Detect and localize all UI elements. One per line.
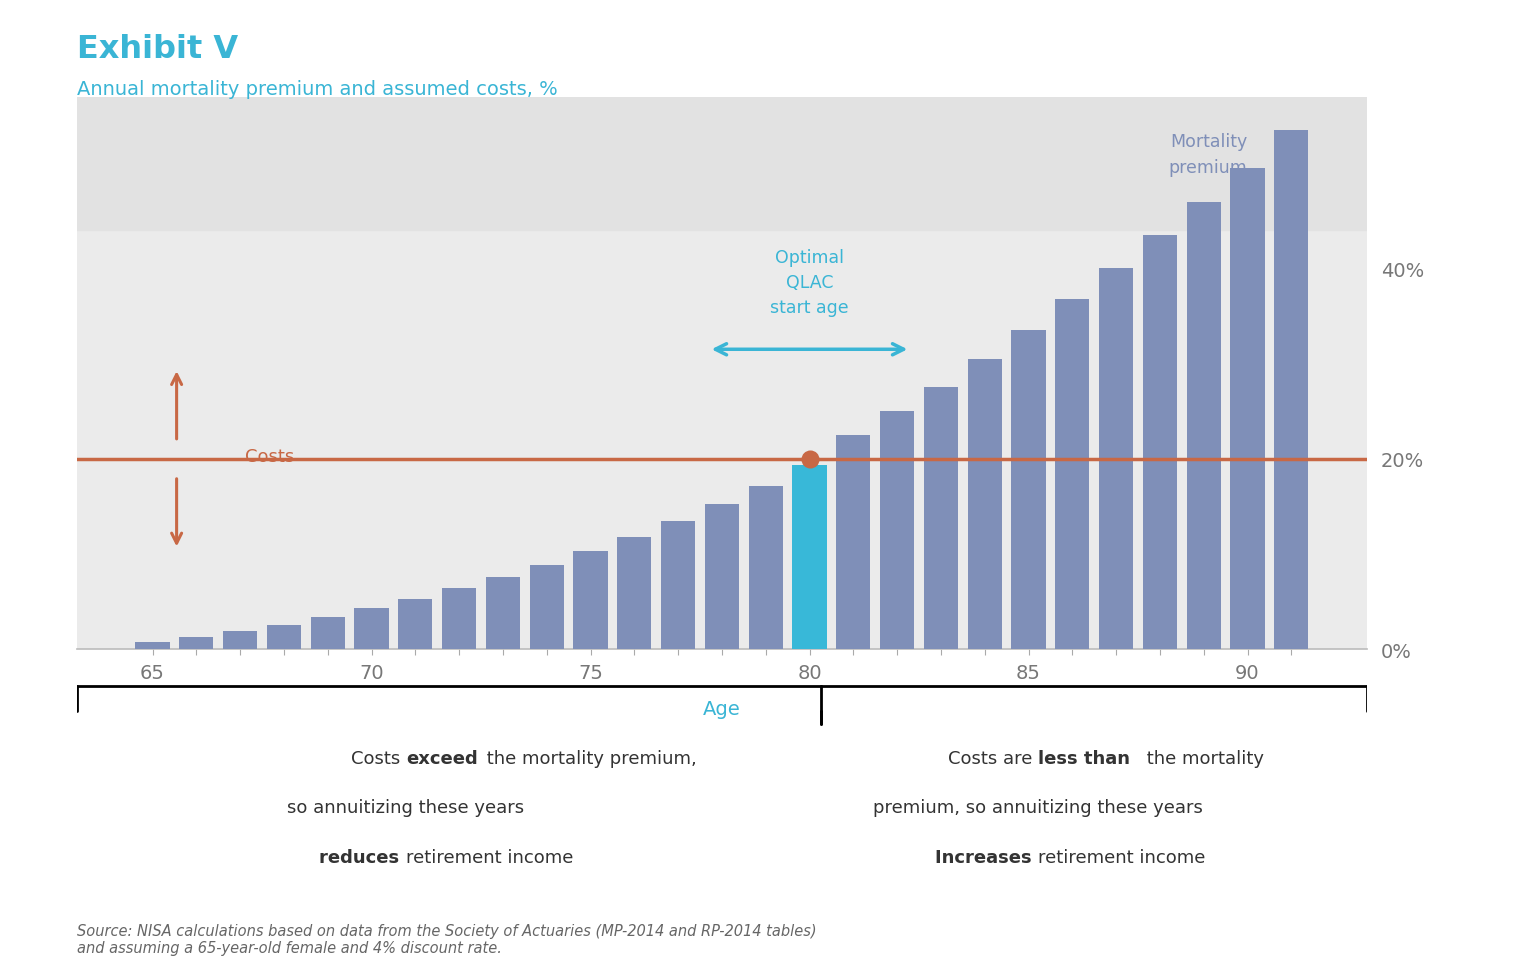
Bar <box>1230 169 1264 650</box>
Text: Age: Age <box>703 700 740 718</box>
Text: the mortality: the mortality <box>1141 748 1264 767</box>
Text: Annual mortality premium and assumed costs, %: Annual mortality premium and assumed cos… <box>77 80 558 99</box>
Bar <box>1100 269 1134 650</box>
Bar <box>573 552 608 650</box>
Bar <box>617 537 651 650</box>
Bar <box>223 631 257 650</box>
Bar <box>1143 235 1177 650</box>
Text: premium, so annuitizing these years: premium, so annuitizing these years <box>872 798 1203 817</box>
Text: Mortality
premium: Mortality premium <box>1169 133 1247 177</box>
Bar <box>398 599 433 650</box>
Text: Costs are: Costs are <box>948 748 1038 767</box>
Bar <box>923 388 958 650</box>
Text: Source: NISA calculations based on data from the Society of Actuaries (MP-2014 a: Source: NISA calculations based on data … <box>77 923 817 956</box>
Bar <box>660 521 696 650</box>
Bar <box>1275 131 1309 650</box>
Bar <box>1055 300 1089 650</box>
Text: Increases: Increases <box>935 848 1038 867</box>
Text: so annuitizing these years: so annuitizing these years <box>287 798 524 817</box>
Bar <box>180 637 214 650</box>
Bar <box>485 577 521 650</box>
Text: reduces: reduces <box>319 848 406 867</box>
Bar <box>836 436 871 650</box>
Bar <box>880 411 914 650</box>
Bar <box>267 625 301 650</box>
Bar <box>530 565 564 650</box>
Bar <box>705 504 739 650</box>
Bar <box>748 486 783 650</box>
Text: exceed: exceed <box>406 748 478 767</box>
Bar <box>442 589 476 650</box>
Text: the mortality premium,: the mortality premium, <box>481 748 696 767</box>
Bar <box>77 98 1367 231</box>
Text: Exhibit V: Exhibit V <box>77 34 238 65</box>
Text: Costs: Costs <box>350 748 406 767</box>
Text: retirement income: retirement income <box>1038 848 1206 867</box>
Bar <box>1187 202 1221 650</box>
Bar <box>355 609 389 650</box>
Bar <box>135 642 169 650</box>
Text: Costs: Costs <box>244 447 293 465</box>
Text: retirement income: retirement income <box>406 848 573 867</box>
Bar <box>793 466 826 650</box>
Text: Optimal
QLAC
start age: Optimal QLAC start age <box>770 249 849 317</box>
Bar <box>968 360 1001 650</box>
Bar <box>310 617 344 650</box>
Text: less than: less than <box>1038 748 1130 767</box>
Bar <box>1011 331 1046 650</box>
